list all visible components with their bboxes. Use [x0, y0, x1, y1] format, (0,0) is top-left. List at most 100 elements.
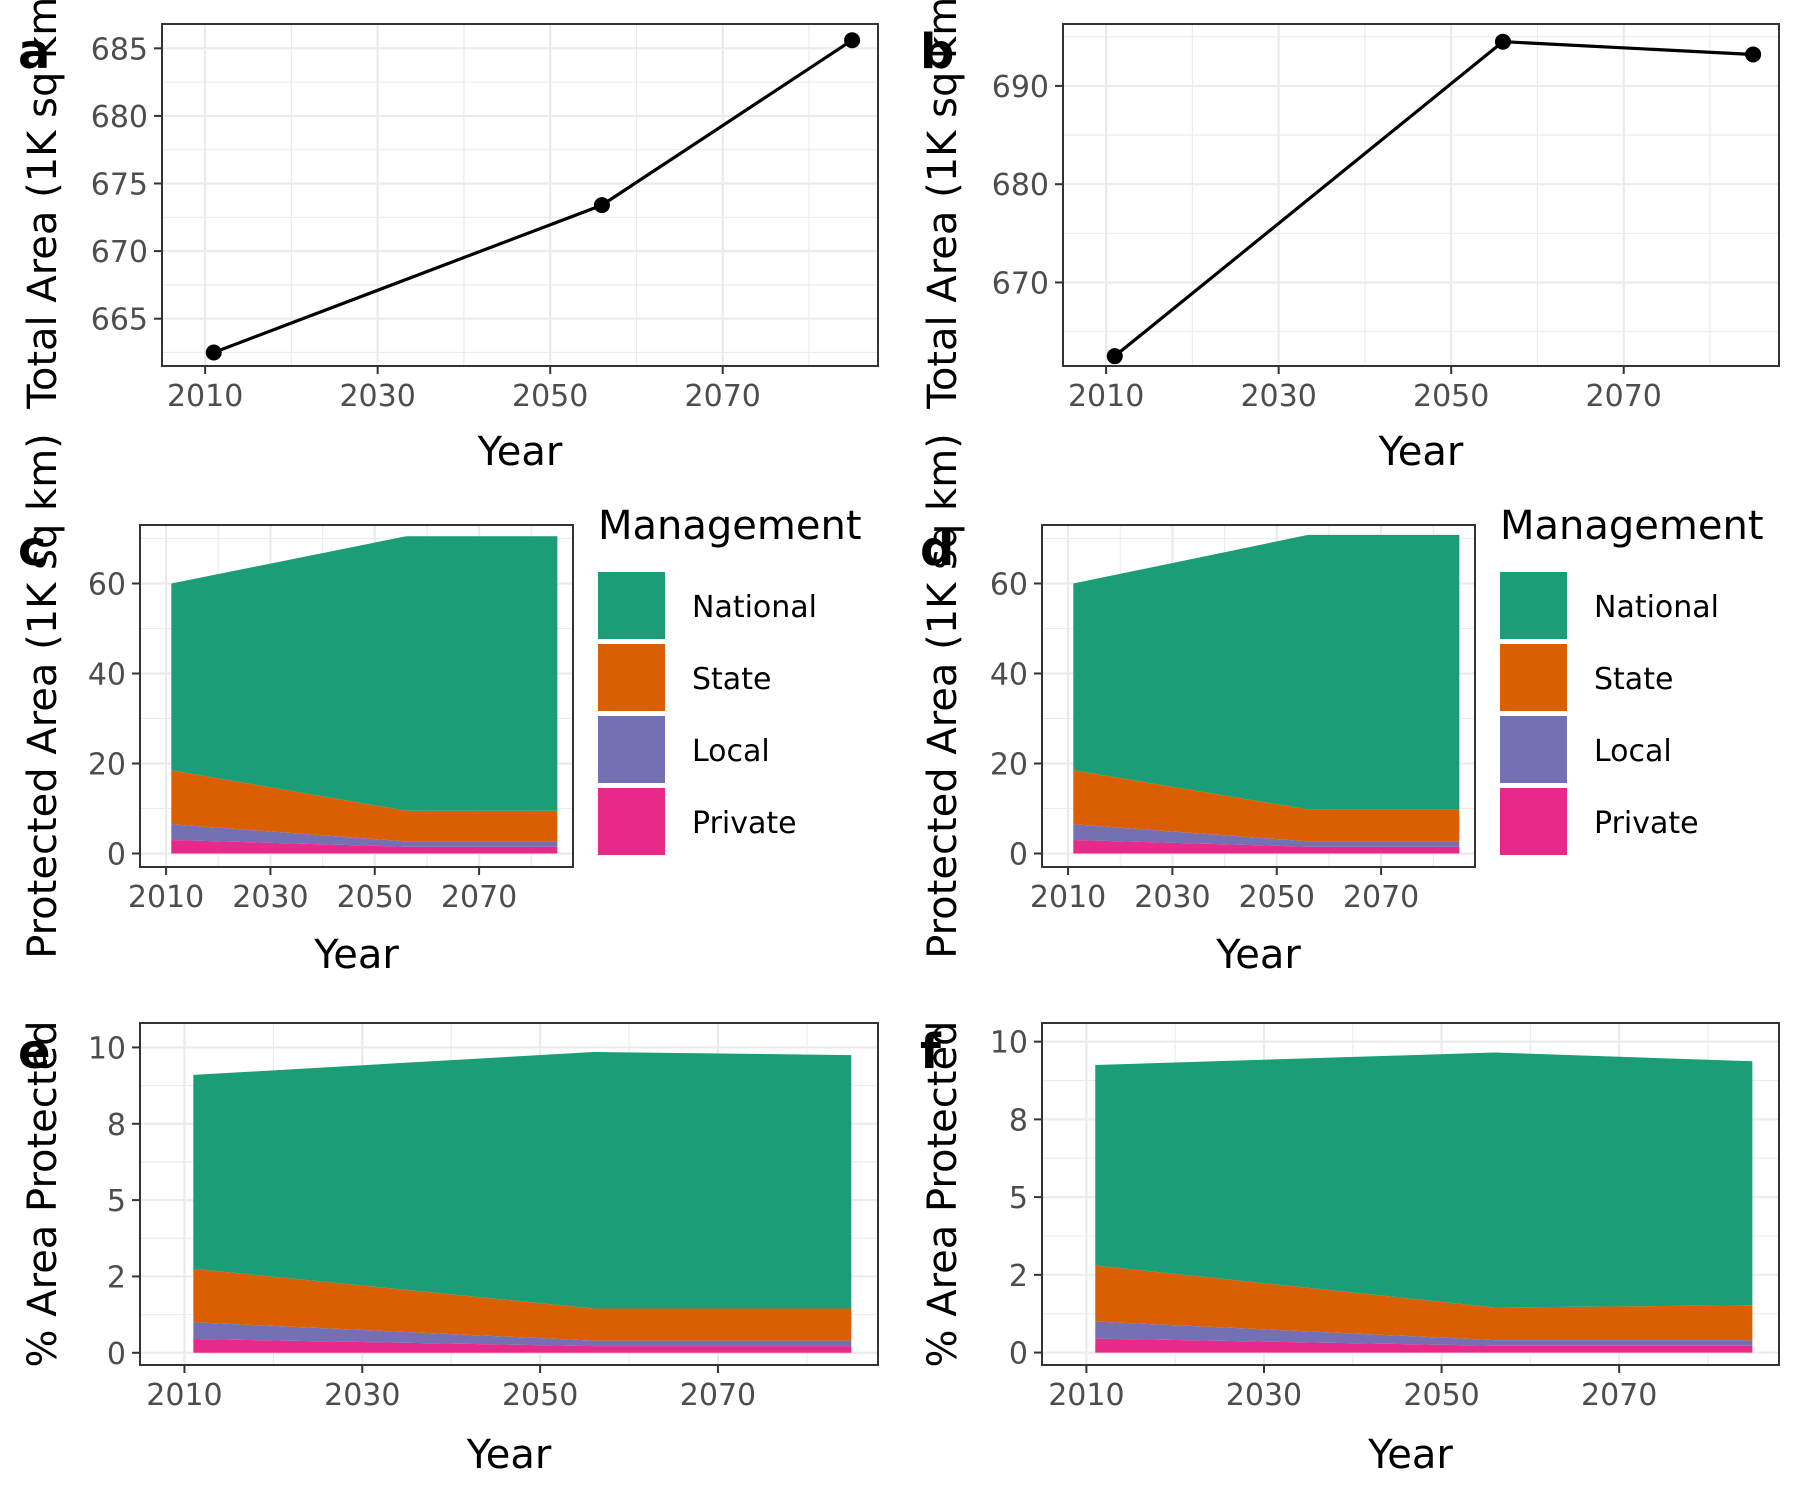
panel-b: 2010 2030 2050 2070 670 680 690 Year Total Area … — [920, 0, 1780, 475]
x-tick-label: 2070 — [1586, 379, 1662, 414]
y-tick-label: 10 — [990, 1026, 1028, 1061]
panel-border — [1062, 23, 1780, 367]
y-tick-label: 675 — [91, 168, 148, 203]
legend-key-private — [598, 788, 665, 855]
data-layer — [1095, 1052, 1753, 1353]
x-tick-label: 2070 — [441, 880, 517, 915]
area-local — [1073, 824, 1460, 847]
x-tick-label: 2010 — [128, 880, 204, 915]
panel-tag: d — [920, 521, 954, 577]
data-layer — [205, 32, 861, 361]
legend-label-state: State — [692, 662, 771, 697]
y-tick-label: 40 — [990, 658, 1028, 693]
x-tick-label: 2070 — [685, 379, 761, 414]
legend-key-local — [1500, 716, 1567, 783]
area-state — [1073, 770, 1460, 842]
panel-d: 2010 2030 2050 2070 0 20 40 60 Year Protected Are… — [920, 433, 1476, 978]
area-private — [1073, 840, 1460, 854]
panel-tag: f — [920, 1024, 942, 1080]
y-tick-label: 8 — [107, 1108, 126, 1143]
panel-border — [139, 1022, 879, 1366]
x-tick-label: 2050 — [1403, 1378, 1479, 1413]
x-tick-label: 2050 — [502, 1378, 578, 1413]
panel-border — [139, 524, 574, 868]
legend-label-local: Local — [1594, 734, 1672, 769]
panel-border — [1041, 1022, 1780, 1366]
y-tick-label: 2 — [107, 1260, 126, 1295]
legend-label-national: National — [1594, 590, 1719, 625]
y-tick-label: 690 — [992, 70, 1049, 105]
y-axis-title: Total Area (1K sq km) — [920, 0, 966, 410]
area-private — [171, 840, 558, 854]
y-axis-title: Protected Area (1K sq km) — [920, 433, 966, 959]
legend-key-state — [598, 644, 665, 711]
legend-key-state — [1500, 644, 1567, 711]
area-national — [1073, 534, 1460, 810]
data-layer — [171, 536, 558, 854]
x-tick-label: 2010 — [1068, 379, 1144, 414]
x-axis-title: Year — [1378, 429, 1464, 475]
y-axis-title: % Area Protected — [920, 1021, 966, 1368]
x-tick-label: 2050 — [1239, 880, 1315, 915]
area-private — [1095, 1338, 1753, 1353]
data-layer — [193, 1052, 852, 1353]
y-tick-label: 0 — [107, 838, 126, 873]
panel-f: 2010 2030 2050 2070 0 2 5 8 10 Year % Area Protect… — [920, 1021, 1780, 1478]
y-axis-title: Protected Area (1K sq km) — [20, 433, 66, 959]
x-tick-label: 2010 — [1048, 1378, 1124, 1413]
panel-border — [1041, 524, 1476, 868]
data-point — [1745, 46, 1762, 63]
panel-c: 2010 2030 2050 2070 0 20 40 60 Year Protected Are… — [18, 433, 574, 978]
x-tick-label: 2010 — [146, 1378, 222, 1413]
x-axis-title: Year — [466, 1432, 552, 1478]
y-tick-label: 670 — [992, 266, 1049, 301]
x-axis-title: Year — [1367, 1432, 1453, 1478]
x-tick-label: 2070 — [680, 1378, 756, 1413]
x-tick-label: 2030 — [1134, 880, 1210, 915]
area-state — [171, 770, 558, 842]
legend-label-private: Private — [1594, 806, 1699, 841]
area-national — [171, 536, 558, 811]
data-point — [844, 32, 861, 49]
y-tick-label: 8 — [1009, 1103, 1028, 1138]
x-tick-label: 2030 — [339, 379, 415, 414]
legend-key-private — [1500, 788, 1567, 855]
panel-border — [161, 23, 879, 367]
y-tick-label: 0 — [1009, 1337, 1028, 1372]
y-tick-label: 5 — [1009, 1181, 1028, 1216]
panel-tag: b — [920, 24, 954, 80]
legend-c: Management National State Local Private — [594, 503, 894, 885]
legend-d: Management National State Local Private — [1496, 503, 1796, 885]
panel-background — [162, 24, 878, 366]
x-tick-label: 2030 — [1226, 1378, 1302, 1413]
panel-tag: a — [18, 24, 50, 80]
y-tick-label: 685 — [91, 32, 148, 67]
area-state — [193, 1268, 852, 1341]
y-tick-label: 0 — [107, 1337, 126, 1372]
data-point — [1106, 348, 1123, 365]
x-tick-label: 2030 — [232, 880, 308, 915]
data-layer — [1073, 534, 1460, 854]
x-axis-title: Year — [477, 429, 563, 475]
y-tick-label: 20 — [990, 748, 1028, 783]
area-national — [193, 1052, 852, 1309]
y-axis-title: % Area Protected — [20, 1021, 66, 1368]
legend-label-state: State — [1594, 662, 1673, 697]
y-tick-label: 60 — [88, 568, 126, 603]
panel-background — [1063, 24, 1779, 366]
legend-key-local — [598, 716, 665, 783]
x-tick-label: 2050 — [1413, 379, 1489, 414]
data-layer — [1106, 33, 1762, 365]
y-tick-label: 670 — [91, 235, 148, 270]
y-tick-label: 60 — [990, 568, 1028, 603]
legend-label-private: Private — [692, 806, 797, 841]
area-local — [1095, 1321, 1753, 1346]
x-tick-label: 2070 — [1581, 1378, 1657, 1413]
panel-tag: e — [18, 1024, 51, 1080]
legend-key-national — [598, 572, 665, 639]
y-tick-label: 20 — [88, 748, 126, 783]
legend-title: Management — [598, 503, 862, 549]
y-tick-label: 5 — [107, 1184, 126, 1219]
area-national — [1095, 1052, 1753, 1308]
